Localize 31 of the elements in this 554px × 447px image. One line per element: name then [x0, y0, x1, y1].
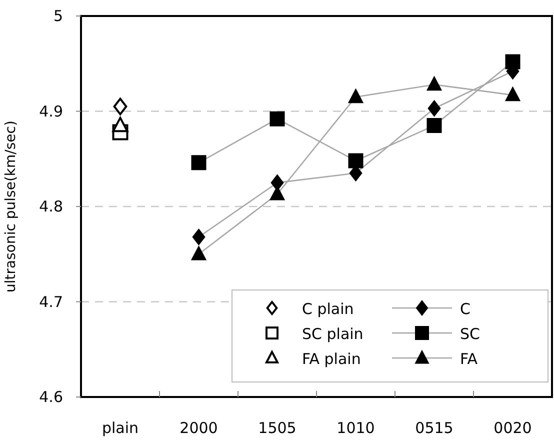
point [270, 111, 285, 126]
point [428, 100, 441, 117]
point [191, 246, 206, 260]
legend-label: FA plain [302, 350, 361, 368]
point [192, 228, 206, 246]
point [113, 98, 128, 116]
x-tick-label: 1505 [258, 419, 296, 437]
x-tick-label: 0515 [415, 419, 454, 437]
y-axis-title: ultrasonic pulse(km/sec) [3, 120, 19, 292]
y-tick-label: 4.8 [39, 198, 63, 216]
x-tick-label: 2000 [180, 419, 218, 437]
legend-label: C plain [302, 300, 354, 318]
point [505, 86, 520, 102]
legend-label: C [460, 300, 470, 318]
x-tick-label: 1010 [336, 419, 375, 437]
legend-label: SC plain [302, 325, 364, 343]
point [348, 153, 364, 168]
legend-label: SC [460, 325, 480, 343]
point [426, 76, 442, 91]
point [191, 155, 206, 170]
x-tick-label: 0020 [494, 419, 532, 437]
legend-label: FA [460, 350, 478, 368]
point [505, 54, 520, 70]
point [348, 88, 364, 104]
point [112, 116, 128, 132]
y-tick-label: 4.7 [39, 292, 63, 311]
y-tick-label: 4.6 [39, 388, 63, 406]
x-tick-label: plain [102, 419, 139, 437]
y-tick-label: 4.9 [39, 102, 63, 120]
y-tick-label: 5 [53, 7, 63, 25]
point [426, 118, 442, 134]
